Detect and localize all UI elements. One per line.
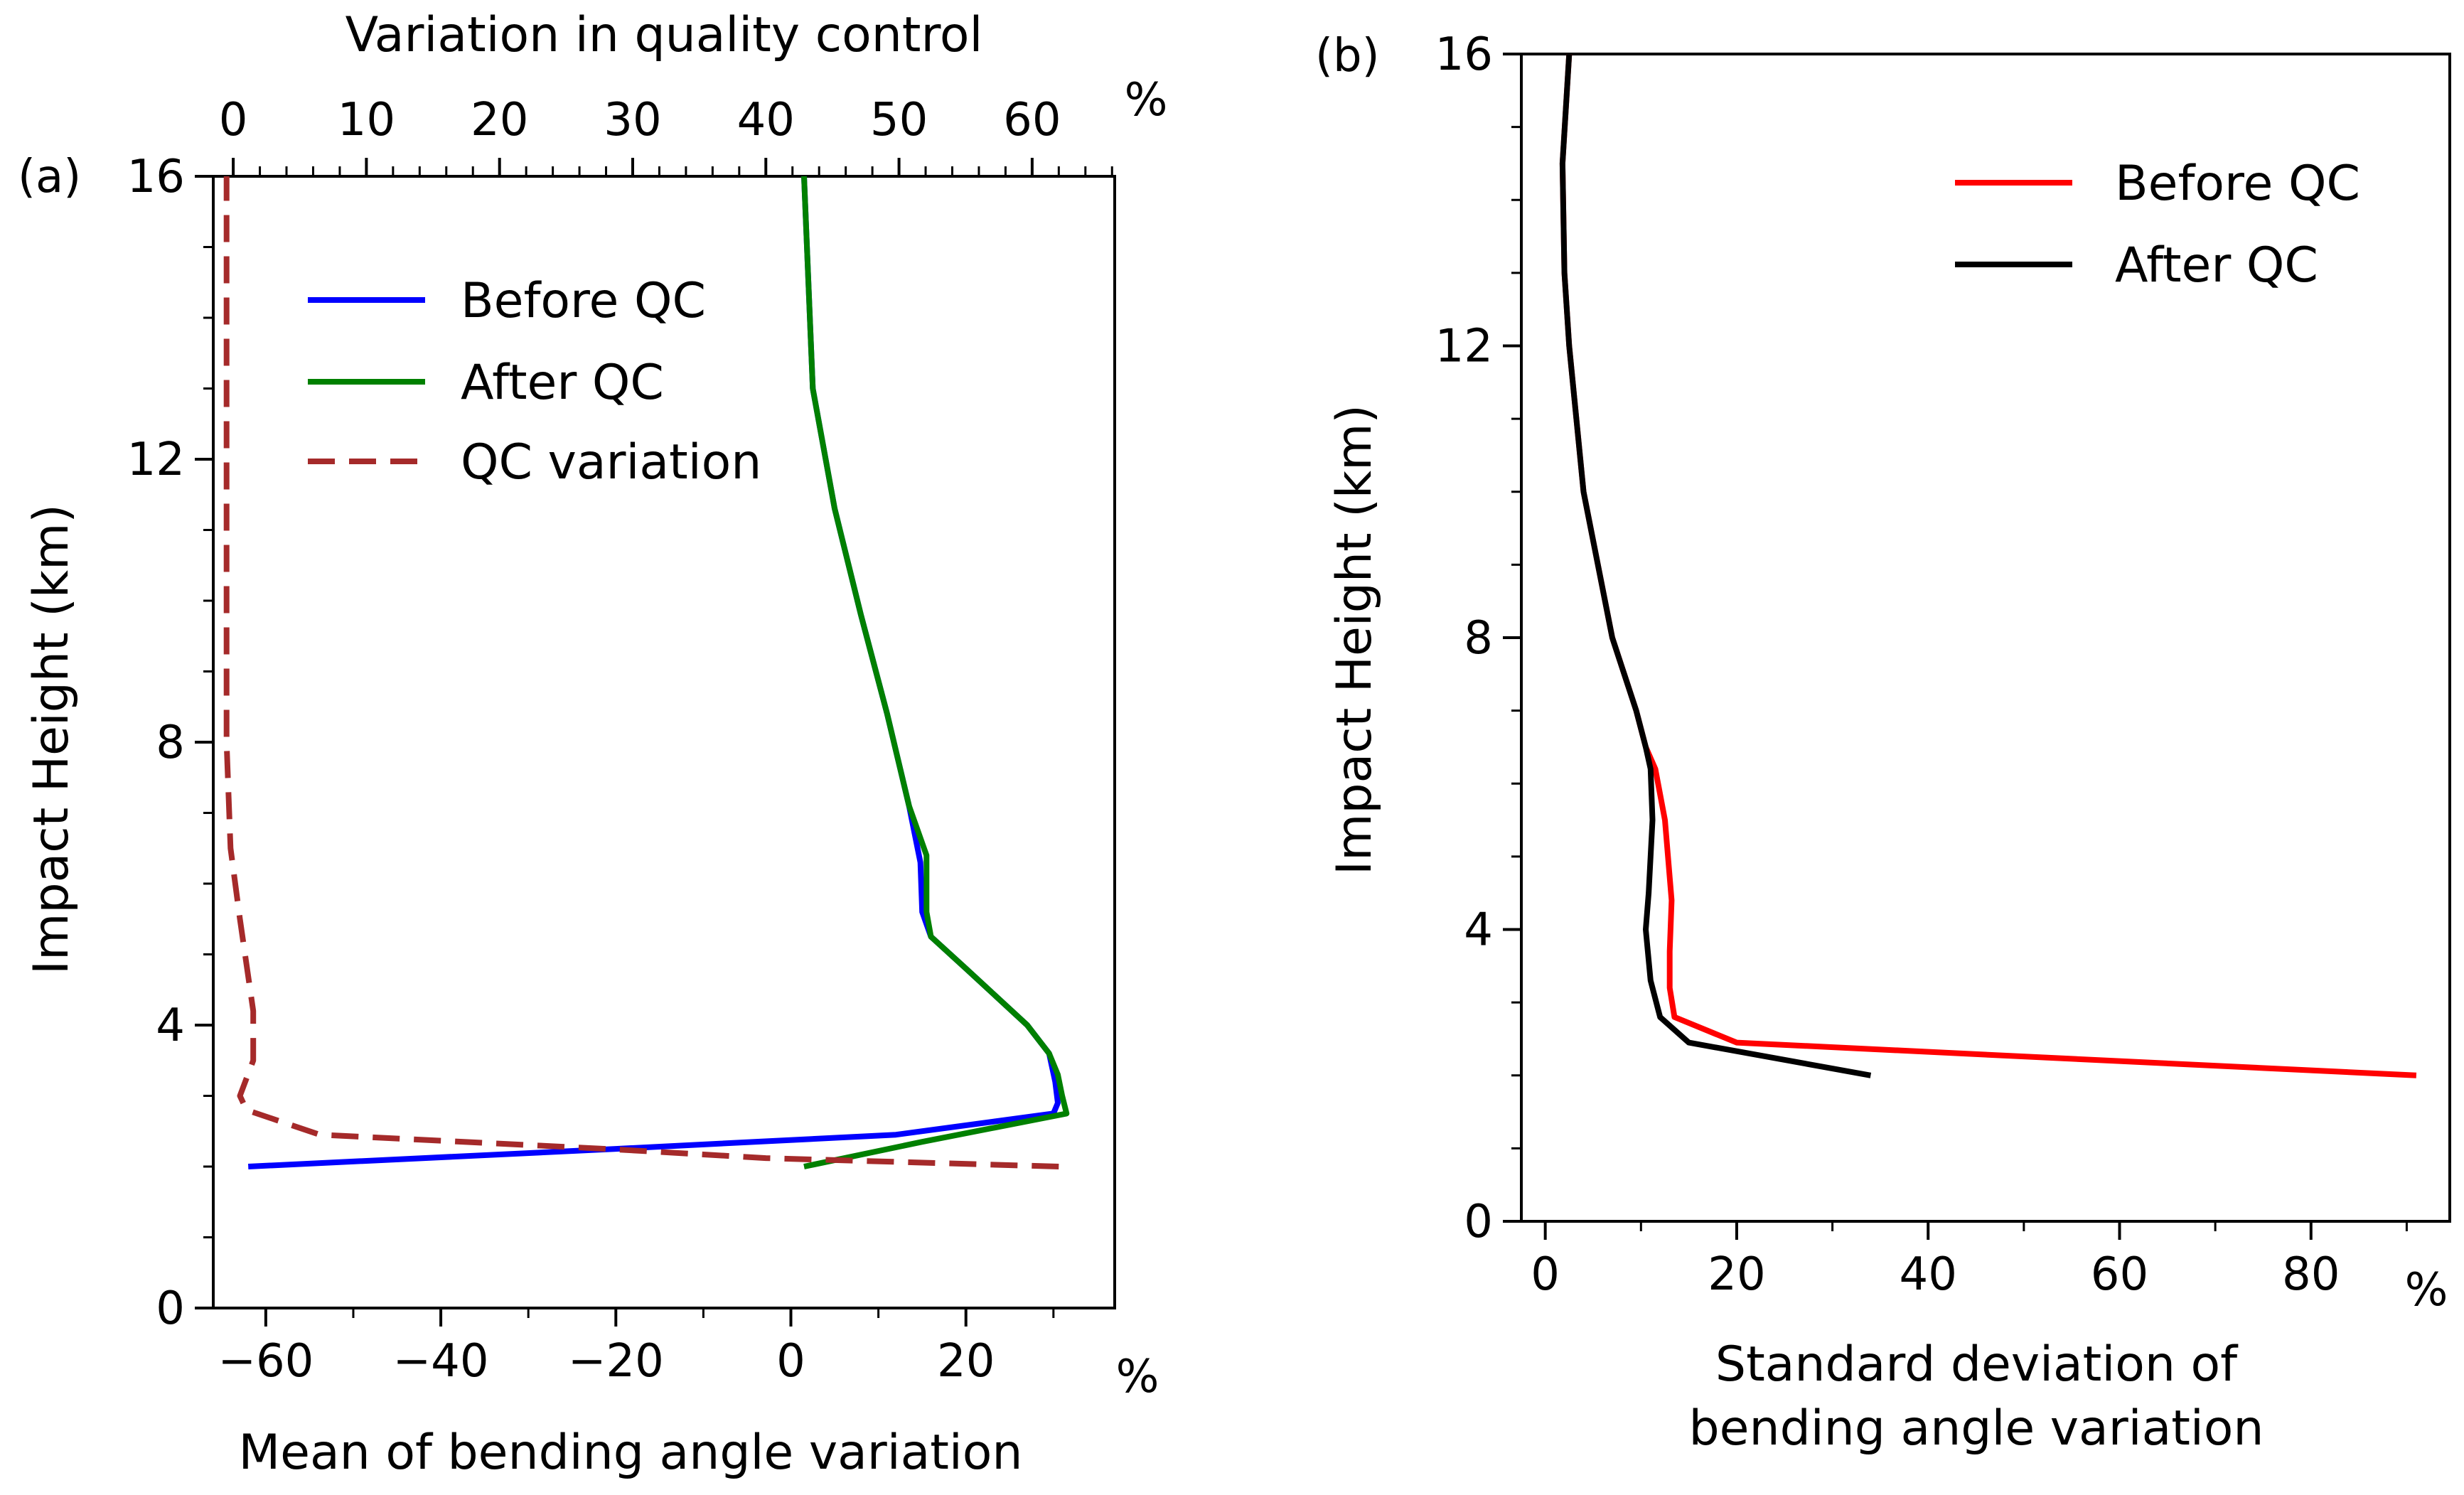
legend-label-qc-variation: QC variation (461, 434, 761, 491)
panel-a-x-top-tick-label: 20 (471, 94, 528, 146)
panel-b-left-ticks: 0 4 8 12 16 (1435, 28, 1521, 1248)
panel-a-chart: −60 −40 −20 0 20 0 10 20 30 40 50 60 0 4 8 12 16 (a) %… (18, 7, 1167, 1481)
panel-a-x-axis-title: Mean of bending angle variation (238, 1425, 1022, 1481)
panel-a-x-tick-label: −40 (393, 1335, 489, 1388)
panel-a-y-tick-label: 8 (156, 717, 185, 769)
panel-b-y-tick-label: 12 (1435, 321, 1493, 373)
legend-label-before-qc-b: Before QC (2115, 156, 2360, 212)
panel-b-x-tick-label: 0 (1531, 1248, 1560, 1301)
panel-b-x-tick-label: 60 (2091, 1248, 2148, 1301)
panel-a-y-tick-label: 12 (127, 434, 185, 486)
panel-a-y-tick-label: 16 (127, 151, 185, 203)
panel-a-series-layer (223, 176, 1070, 1169)
panel-b-y-tick-label: 8 (1464, 612, 1493, 665)
panel-b-x-tick-label: 20 (1708, 1248, 1765, 1301)
panel-a-x-unit: % (1116, 1351, 1159, 1403)
panel-a-top-ticks: 0 10 20 30 40 50 60 (219, 94, 1113, 176)
panel-b-legend: Before QC After QC (1955, 156, 2360, 294)
panel-b-bottom-ticks: 0 20 40 60 80 (1531, 1221, 2408, 1301)
panel-a-y-tick-label: 4 (156, 1000, 185, 1052)
panel-a-left-ticks: 0 4 8 12 16 (127, 151, 213, 1335)
legend-label-after-qc-b: After QC (2115, 237, 2318, 294)
legend-label-after-qc: After QC (461, 355, 664, 411)
panel-b-x-axis-title-line-2: bending angle variation (1689, 1400, 2264, 1457)
panel-a-x-tick-label: 0 (776, 1335, 805, 1388)
panel-b-x-axis-title-line-1: Standard deviation of (1715, 1336, 2239, 1393)
panel-a-bottom-ticks: −60 −40 −20 0 20 (218, 1308, 1055, 1388)
panel-a-series-after-qc (801, 176, 1070, 1169)
panel-a-x-top-tick-label: 10 (338, 94, 395, 146)
panel-a-x-top-tick-label: 30 (604, 94, 661, 146)
panel-b-x-tick-label: 80 (2282, 1248, 2340, 1301)
panel-a-label: (a) (18, 151, 81, 203)
panel-b-x-tick-label: 40 (1899, 1248, 1956, 1301)
panel-b-y-axis-title: Impact Height (km) (1327, 404, 1383, 875)
panel-a-legend: Before QC After QC QC variation (308, 273, 761, 491)
panel-b-series-after-qc (1559, 53, 1872, 1078)
panel-b-x-unit: % (2405, 1264, 2448, 1317)
panel-a-x-tick-label: −20 (568, 1335, 664, 1388)
legend-label-before-qc: Before QC (461, 273, 706, 329)
panel-b-y-tick-label: 16 (1435, 28, 1493, 81)
panel-a-series-qc-variation (223, 176, 1059, 1169)
panel-b-y-tick-label: 4 (1464, 904, 1493, 957)
panel-a-x-top-tick-label: 0 (219, 94, 248, 146)
panel-a-x-top-tick-label: 50 (870, 94, 928, 146)
panel-a-x-top-unit: % (1125, 74, 1168, 127)
panel-a-y-tick-label: 0 (156, 1282, 185, 1335)
panel-b-y-tick-label: 0 (1464, 1196, 1493, 1248)
panel-a-x-top-tick-label: 60 (1003, 94, 1061, 146)
panel-b-label: (b) (1315, 30, 1380, 82)
panel-a-x-top-axis-title: Variation in quality control (346, 7, 983, 63)
panel-a-x-tick-label: 20 (937, 1335, 995, 1388)
panel-a-y-axis-title: Impact Height (km) (23, 504, 80, 975)
panel-a-x-top-tick-label: 40 (737, 94, 795, 146)
panel-a-x-tick-label: −60 (218, 1335, 314, 1388)
panel-b-series-layer (1559, 53, 2417, 1078)
panel-b-chart: 0 20 40 60 80 0 4 8 12 16 (b) % Standard deviati… (1315, 28, 2451, 1457)
